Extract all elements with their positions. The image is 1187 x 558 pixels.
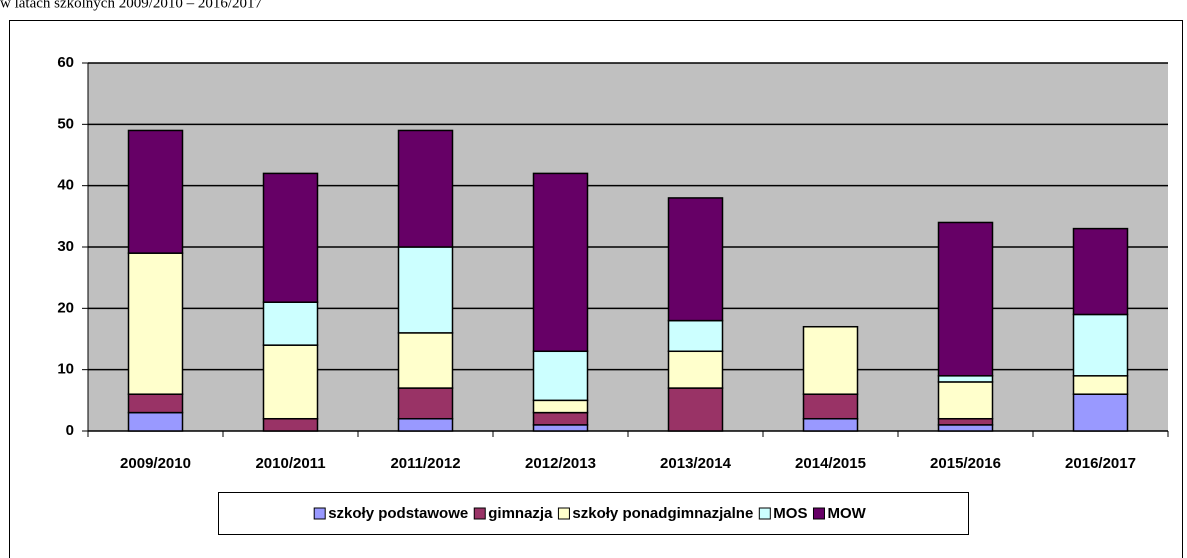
bar-segment <box>127 411 184 432</box>
y-tick-label: 10 <box>57 361 74 378</box>
x-tick-label: 2014/2015 <box>795 455 866 472</box>
bar-segment <box>937 375 994 383</box>
y-tick-label: 40 <box>57 177 74 194</box>
bar-segment <box>937 381 994 420</box>
legend-label: szkoły podstawowe <box>328 505 468 522</box>
bar-segment <box>1072 227 1129 316</box>
x-tick-label: 2013/2014 <box>660 455 732 472</box>
x-tick-label: 2012/2013 <box>525 455 596 472</box>
bar-segment <box>802 417 859 432</box>
bar-segment <box>532 172 589 353</box>
x-tick-label: 2010/2011 <box>255 455 325 472</box>
legend-swatch <box>758 507 771 520</box>
legend-label: MOW <box>827 505 866 522</box>
x-tick-label: 2015/2016 <box>930 455 1001 472</box>
x-tick-label: 2011/2012 <box>390 455 460 472</box>
bar-segment <box>1072 313 1129 377</box>
chart-title: w latach szkolnych 2009/2010 – 2016/2017 <box>0 0 263 11</box>
legend-label: gimnazja <box>488 505 553 522</box>
legend-swatch <box>313 507 326 520</box>
bar-segment <box>262 301 319 346</box>
bar-segment <box>667 197 724 322</box>
y-tick-label: 30 <box>57 238 74 255</box>
y-tick-label: 20 <box>57 299 74 316</box>
bar-segment <box>1072 393 1129 432</box>
bar-segment <box>802 325 859 395</box>
bar-segment <box>532 399 589 414</box>
bar-segment <box>397 129 454 248</box>
bar-segment <box>667 387 724 432</box>
legend-swatch <box>812 507 825 520</box>
bar-segment <box>397 417 454 432</box>
x-tick-label: 2016/2017 <box>1065 455 1136 472</box>
legend-swatch <box>557 507 570 520</box>
legend-swatch <box>473 507 486 520</box>
bar-segment <box>532 350 589 402</box>
y-tick-label: 60 <box>57 54 74 71</box>
bar-segment <box>532 411 589 426</box>
bar-segment <box>262 172 319 303</box>
bar-segment <box>127 252 184 395</box>
bar-segment <box>397 246 454 334</box>
legend-label: szkoły ponadgimnazjalne <box>572 505 753 522</box>
bar-segment <box>667 350 724 389</box>
bar-segment <box>127 129 184 254</box>
y-tick-label: 0 <box>66 422 74 439</box>
bar-segment <box>262 344 319 420</box>
bar-segment <box>532 424 589 432</box>
legend-box <box>218 492 969 535</box>
bar-segment <box>397 332 454 389</box>
bar-segment <box>937 424 994 432</box>
x-tick-label: 2009/2010 <box>120 455 191 472</box>
bar-segment <box>397 387 454 420</box>
bar-segment <box>1072 375 1129 395</box>
legend-label: MOS <box>773 505 807 522</box>
bar-segment <box>937 417 994 426</box>
bar-segment <box>937 221 994 377</box>
y-tick-label: 50 <box>57 115 74 132</box>
bar-segment <box>802 393 859 420</box>
bar-segment <box>262 417 319 432</box>
bar-segment <box>667 319 724 353</box>
bar-segment <box>127 393 184 414</box>
